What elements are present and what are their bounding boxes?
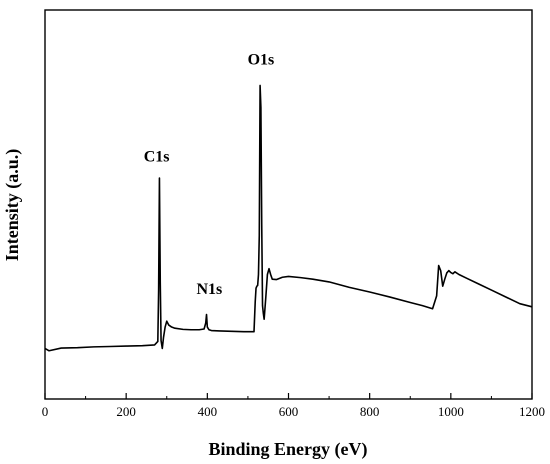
y-axis-title: Intensity (a.u.) [2,149,23,262]
x-tick-label: 0 [42,404,49,419]
plot-frame [44,9,533,400]
series-line [44,84,533,352]
peak-label-c1s: C1s [144,149,170,166]
x-axis-ticks [44,393,533,399]
x-tick-label: 400 [198,404,218,419]
x-axis-title: Binding Energy (eV) [208,439,367,460]
x-axis-tick-labels: 0 200 400 600 800 1000 1200 [42,404,545,419]
peak-annotations: C1s N1s O1s [144,51,275,298]
peak-label-o1s: O1s [248,51,275,68]
peak-label-n1s: N1s [196,281,222,298]
x-tick-label: 200 [116,404,136,419]
x-tick-label: 600 [279,404,299,419]
x-tick-label: 1000 [438,404,464,419]
x-tick-label: 800 [360,404,380,419]
x-tick-label: 1200 [519,404,545,419]
